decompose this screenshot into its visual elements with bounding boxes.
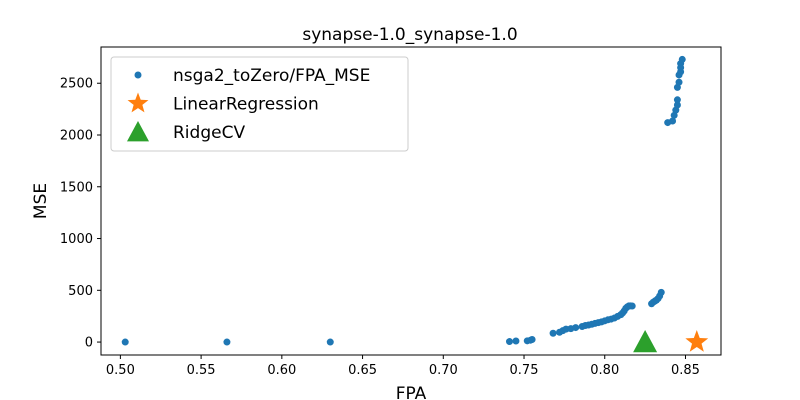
series-triangle [633,330,658,353]
plot-frame [100,46,722,356]
legend-marker-dot [134,71,142,79]
data-point [505,338,513,346]
plot-area [121,55,709,353]
y-axis-label: MSE [31,183,51,219]
data-point [528,335,536,343]
data-point [673,96,681,104]
x-tick-label: 0.85 [671,363,700,378]
x-tick-label: 0.60 [267,363,296,378]
legend-label: nsga2_toZero/FPA_MSE [173,66,370,86]
x-axis: 0.50 0.55 0.60 0.65 0.70 0.75 0.80 0.85 [106,355,700,378]
legend-box [110,56,409,152]
data-point [628,302,636,310]
data-point [572,324,580,332]
data-point [675,78,683,86]
ridgecv-point [633,330,658,353]
linear-regression-point [685,330,709,352]
legend-label: LinearRegression [173,95,319,115]
data-point [121,338,129,346]
x-axis-label: FPA [396,384,427,400]
data-point [678,55,686,63]
y-tick-label: 2500 [60,77,93,92]
data-point [673,101,681,109]
x-tick-label: 0.75 [510,363,539,378]
x-tick-label: 0.70 [429,363,458,378]
legend-marker-triangle [127,121,149,142]
y-axis: 0 500 1000 1500 2000 2500 [60,77,101,351]
y-tick-label: 1000 [60,232,93,247]
x-tick-label: 0.50 [106,363,135,378]
data-point [657,288,665,296]
x-tick-label: 0.55 [187,363,216,378]
series-dot [121,55,686,346]
x-tick-label: 0.65 [348,363,377,378]
legend-marker-star [127,92,149,113]
data-point [549,329,557,337]
y-tick-label: 0 [85,336,93,351]
chart-title: synapse-1.0_synapse-1.0 [302,25,517,45]
data-point [326,338,334,346]
legend-label: RidgeCV [173,123,245,143]
y-tick-label: 2000 [60,129,93,144]
series-star [685,330,709,352]
y-tick-label: 1500 [60,180,93,195]
data-point [223,338,231,346]
x-tick-label: 0.80 [590,363,619,378]
y-tick-label: 500 [68,284,93,299]
data-point [669,117,677,125]
legend: nsga2_toZero/FPA_MSE LinearRegression Ridg… [110,56,409,152]
data-point [512,337,520,345]
